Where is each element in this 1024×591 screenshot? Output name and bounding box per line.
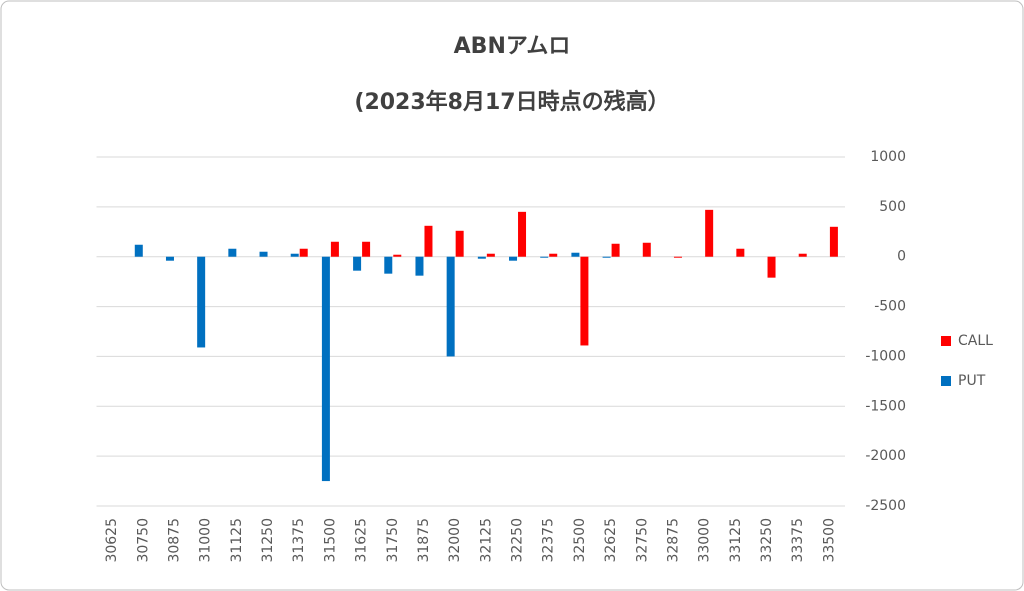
bar <box>134 244 143 257</box>
x-tick-label: 32375 <box>541 518 557 563</box>
x-tick-label: 31000 <box>198 518 214 563</box>
bar <box>829 226 838 257</box>
bar <box>798 253 807 257</box>
bar <box>580 256 589 346</box>
x-tick-label: 31875 <box>416 518 432 563</box>
x-tick-label: 33125 <box>728 518 744 563</box>
bar <box>611 243 620 257</box>
bar <box>549 253 558 257</box>
x-tick-label: 32125 <box>478 518 494 563</box>
bar <box>290 253 299 257</box>
x-tick-label: 31500 <box>322 518 338 563</box>
bar <box>705 209 714 257</box>
x-tick-label: 31125 <box>229 518 245 563</box>
x-tick-label: 32500 <box>572 518 588 563</box>
legend-label: PUT <box>958 373 986 389</box>
x-tick-label: 32000 <box>447 518 463 563</box>
x-tick-label: 31250 <box>260 518 276 563</box>
y-tick-label: -500 <box>874 299 906 315</box>
chart-title: ABNアムロ <box>454 34 571 59</box>
x-tick-label: 32250 <box>510 518 526 563</box>
bar <box>540 256 549 258</box>
y-tick-label: 1000 <box>870 149 906 165</box>
y-tick-label: -2000 <box>865 448 906 464</box>
legend-label: CALL <box>958 333 993 349</box>
bar <box>736 248 745 257</box>
bar <box>673 256 682 258</box>
bar <box>424 225 433 257</box>
x-tick-label: 30625 <box>104 518 120 563</box>
x-tick-label: 31625 <box>354 518 370 563</box>
bar <box>415 256 424 276</box>
y-tick-label: 0 <box>897 249 906 265</box>
x-tick-label: 32750 <box>634 518 650 563</box>
bar <box>477 256 486 259</box>
bar <box>767 256 776 278</box>
x-tick-label: 33000 <box>697 518 713 563</box>
x-tick-label: 32875 <box>665 518 681 563</box>
bar <box>299 248 308 257</box>
x-tick-label: 33250 <box>759 518 775 563</box>
chart-subtitle: (2023年8月17日時点の残高） <box>354 89 669 115</box>
bar <box>509 256 518 261</box>
bar <box>446 256 455 357</box>
y-tick-label: -1500 <box>865 398 906 414</box>
x-tick-label: 33375 <box>790 518 806 563</box>
bar <box>602 256 611 258</box>
bar <box>642 242 651 257</box>
bar <box>259 251 268 257</box>
bar <box>228 248 237 257</box>
bar <box>362 241 371 257</box>
bar <box>518 211 527 257</box>
x-tick-label: 30750 <box>135 518 151 563</box>
x-tick-label: 33500 <box>821 518 837 563</box>
x-tick-label: 31750 <box>385 518 401 563</box>
bar <box>197 256 206 348</box>
bar <box>330 241 339 257</box>
legend-swatch <box>941 376 951 386</box>
x-tick-label: 32625 <box>603 518 619 563</box>
legend-swatch <box>941 336 951 346</box>
bar <box>393 254 402 257</box>
y-tick-label: -1000 <box>865 348 906 364</box>
bar <box>455 230 464 257</box>
bar <box>384 256 393 274</box>
bar <box>321 256 330 482</box>
y-tick-label: -2500 <box>865 498 906 514</box>
bar <box>486 253 495 257</box>
bar <box>353 256 362 271</box>
bar <box>165 256 174 261</box>
y-tick-label: 500 <box>879 199 906 215</box>
x-tick-label: 30875 <box>166 518 182 563</box>
x-tick-label: 31375 <box>291 518 307 563</box>
bar <box>571 252 580 257</box>
